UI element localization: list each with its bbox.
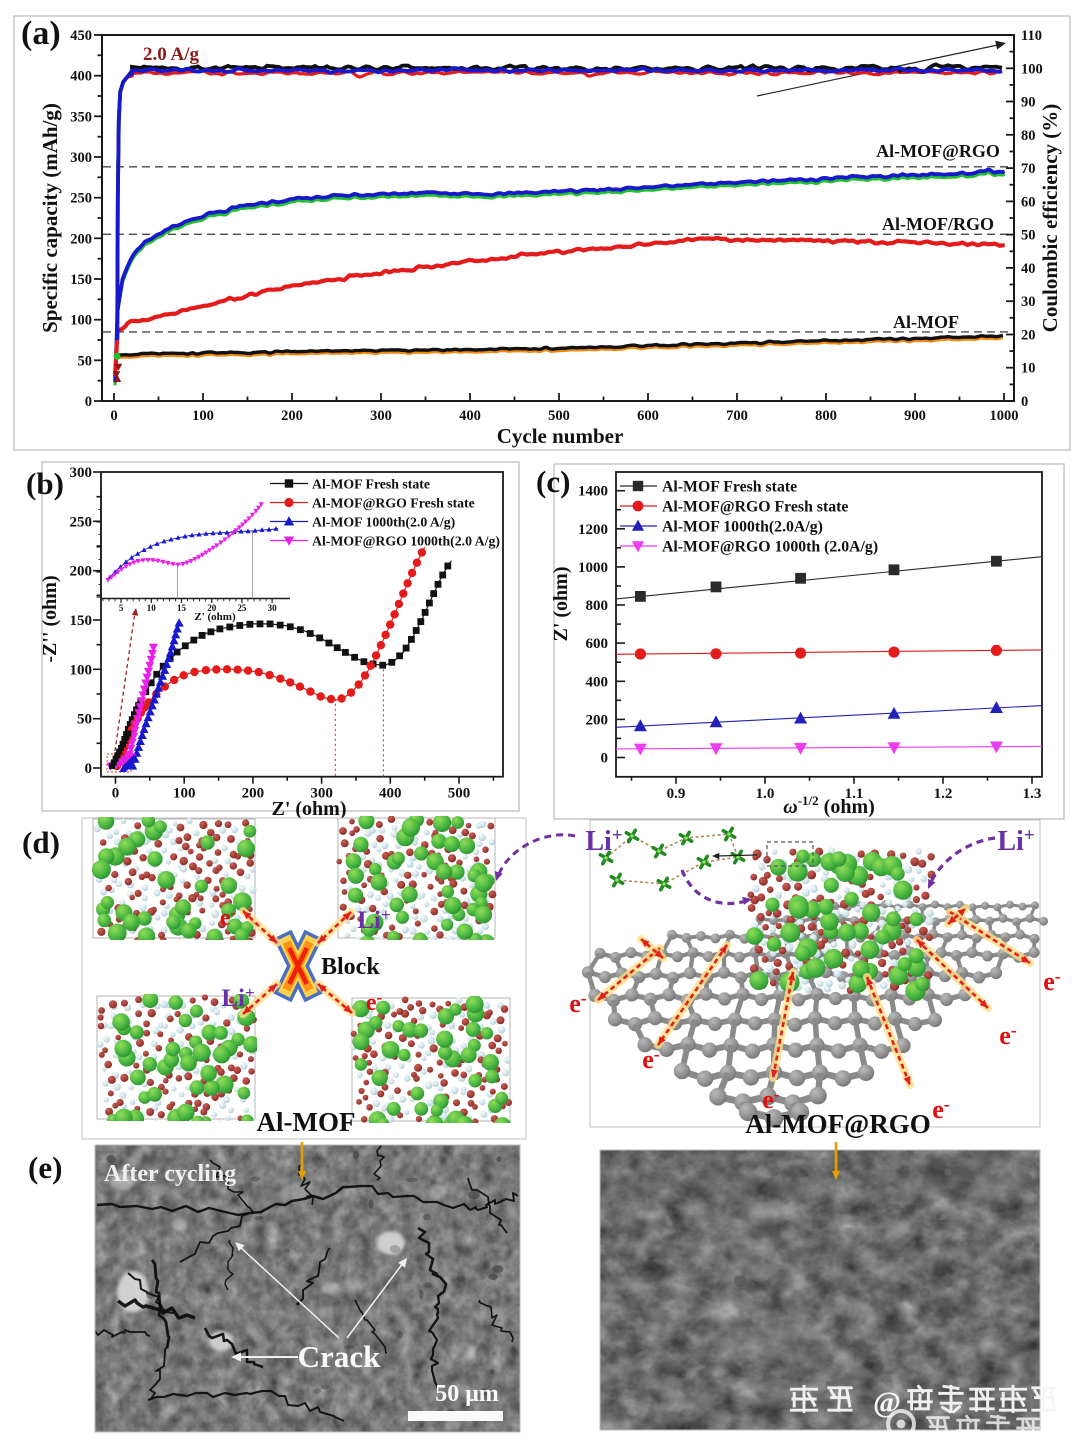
- svg-text:0: 0: [110, 408, 117, 424]
- svg-text:300: 300: [370, 408, 392, 424]
- svg-text:300: 300: [70, 150, 92, 166]
- svg-text:100: 100: [1021, 61, 1043, 77]
- svg-text:10: 10: [1021, 361, 1036, 377]
- svg-text:150: 150: [70, 613, 93, 629]
- svg-text:30: 30: [1021, 294, 1036, 310]
- svg-text:30: 30: [268, 603, 278, 613]
- svg-text:350: 350: [70, 109, 92, 125]
- svg-text:900: 900: [904, 408, 926, 424]
- svg-text:2.0 A/g: 2.0 A/g: [143, 44, 199, 65]
- svg-text:200: 200: [242, 786, 265, 802]
- svg-text:Li+: Li+: [997, 825, 1034, 857]
- svg-text:1.2: 1.2: [934, 786, 953, 802]
- svg-text:(a): (a): [21, 15, 61, 52]
- svg-text:Al-MOF: Al-MOF: [893, 312, 959, 332]
- svg-text:Al-MOF@RGO: Al-MOF@RGO: [876, 141, 1000, 161]
- svg-text:50: 50: [77, 712, 92, 728]
- svg-text:(b): (b): [26, 466, 64, 501]
- svg-text:Cycle number: Cycle number: [497, 424, 624, 448]
- svg-text:50 μm: 50 μm: [435, 1381, 499, 1407]
- svg-text:0: 0: [85, 761, 93, 777]
- svg-text:Al-MOF@RGO 1000th(2.0 A/g): Al-MOF@RGO 1000th(2.0 A/g): [312, 534, 500, 550]
- svg-text:Block: Block: [321, 954, 380, 980]
- svg-text:40: 40: [1021, 261, 1036, 277]
- svg-text:400: 400: [70, 69, 92, 85]
- svg-text:500: 500: [448, 786, 471, 802]
- svg-text:20: 20: [207, 603, 217, 613]
- svg-text:Al-MOF 1000th(2.0 A/g): Al-MOF 1000th(2.0 A/g): [312, 515, 455, 531]
- svg-text:300: 300: [70, 465, 93, 481]
- svg-text:200: 200: [70, 231, 92, 247]
- svg-text:Z' (ohm): Z' (ohm): [550, 567, 572, 642]
- svg-text:Al-MOF/RGO: Al-MOF/RGO: [882, 214, 994, 234]
- svg-text:150: 150: [70, 272, 92, 288]
- svg-text:Coulombic efficiency (%): Coulombic efficiency (%): [1038, 104, 1062, 333]
- svg-text:10: 10: [147, 603, 157, 613]
- svg-text:ω-1/2 (ohm): ω-1/2 (ohm): [783, 793, 875, 818]
- svg-text:400: 400: [459, 408, 481, 424]
- svg-text:80: 80: [1021, 128, 1036, 144]
- svg-text:90: 90: [1021, 95, 1036, 111]
- svg-text:@: @: [873, 1386, 901, 1419]
- svg-text:1000: 1000: [578, 560, 608, 576]
- svg-text:1000: 1000: [990, 408, 1019, 424]
- svg-text:600: 600: [637, 408, 659, 424]
- svg-text:100: 100: [70, 662, 93, 678]
- svg-text:200: 200: [70, 564, 93, 580]
- svg-text:50: 50: [1021, 228, 1036, 244]
- svg-text:50: 50: [78, 353, 93, 369]
- svg-text:100: 100: [192, 408, 214, 424]
- svg-text:Z' (ohm): Z' (ohm): [272, 798, 347, 820]
- svg-text:250: 250: [70, 514, 93, 530]
- svg-text:0: 0: [85, 394, 92, 410]
- svg-text:Z' (ohm): Z' (ohm): [194, 611, 236, 623]
- svg-text:20: 20: [1021, 328, 1036, 344]
- svg-text:100: 100: [173, 786, 196, 802]
- svg-text:Al-MOF Fresh state: Al-MOF Fresh state: [662, 479, 797, 496]
- svg-text:0: 0: [601, 751, 609, 767]
- svg-text:250: 250: [70, 191, 92, 207]
- svg-text:100: 100: [70, 313, 92, 329]
- svg-text:400: 400: [586, 674, 609, 690]
- svg-text:60: 60: [1021, 194, 1036, 210]
- svg-text:300: 300: [310, 786, 333, 802]
- svg-text:800: 800: [815, 408, 837, 424]
- svg-text:Al-MOF Fresh state: Al-MOF Fresh state: [312, 477, 430, 492]
- svg-text:0: 0: [1021, 394, 1028, 410]
- svg-text:700: 700: [726, 408, 748, 424]
- svg-text:25: 25: [237, 603, 247, 613]
- svg-text:Al-MOF: Al-MOF: [257, 1107, 356, 1137]
- svg-text:(c): (c): [536, 464, 570, 499]
- svg-text:70: 70: [1021, 161, 1036, 177]
- svg-text:(d): (d): [22, 825, 60, 860]
- svg-text:1.0: 1.0: [756, 786, 775, 802]
- svg-text:0: 0: [112, 786, 120, 802]
- svg-text:110: 110: [1021, 28, 1042, 44]
- svg-text:1200: 1200: [578, 522, 608, 538]
- svg-text:1400: 1400: [578, 484, 608, 500]
- svg-text:(e): (e): [28, 1150, 62, 1185]
- svg-text:Al-MOF@RGO: Al-MOF@RGO: [745, 1109, 931, 1139]
- svg-text:500: 500: [548, 408, 570, 424]
- svg-text:800: 800: [586, 598, 609, 614]
- svg-text:400: 400: [379, 786, 402, 802]
- svg-text:450: 450: [70, 28, 92, 44]
- svg-text:Al-MOF@RGO 1000th (2.0A/g): Al-MOF@RGO 1000th (2.0A/g): [662, 539, 878, 556]
- svg-text:1.3: 1.3: [1023, 786, 1042, 802]
- svg-text:200: 200: [586, 712, 609, 728]
- svg-text:Crack: Crack: [298, 1339, 381, 1374]
- svg-text:600: 600: [586, 636, 609, 652]
- svg-text:Al-MOF@RGO Fresh state: Al-MOF@RGO Fresh state: [312, 496, 475, 511]
- svg-text:5: 5: [119, 603, 124, 613]
- svg-text:15: 15: [177, 603, 187, 613]
- svg-text:After cycling: After cycling: [104, 1161, 236, 1187]
- svg-text:-Z'' (ohm): -Z'' (ohm): [39, 575, 61, 662]
- svg-text:Specific capacity (mAh/g): Specific capacity (mAh/g): [38, 103, 62, 333]
- svg-text:Al-MOF 1000th(2.0A/g): Al-MOF 1000th(2.0A/g): [662, 519, 823, 536]
- svg-text:1.1: 1.1: [845, 786, 864, 802]
- svg-text:Al-MOF@RGO Fresh state: Al-MOF@RGO Fresh state: [662, 499, 848, 516]
- svg-text:0.9: 0.9: [667, 786, 686, 802]
- svg-text:200: 200: [281, 408, 303, 424]
